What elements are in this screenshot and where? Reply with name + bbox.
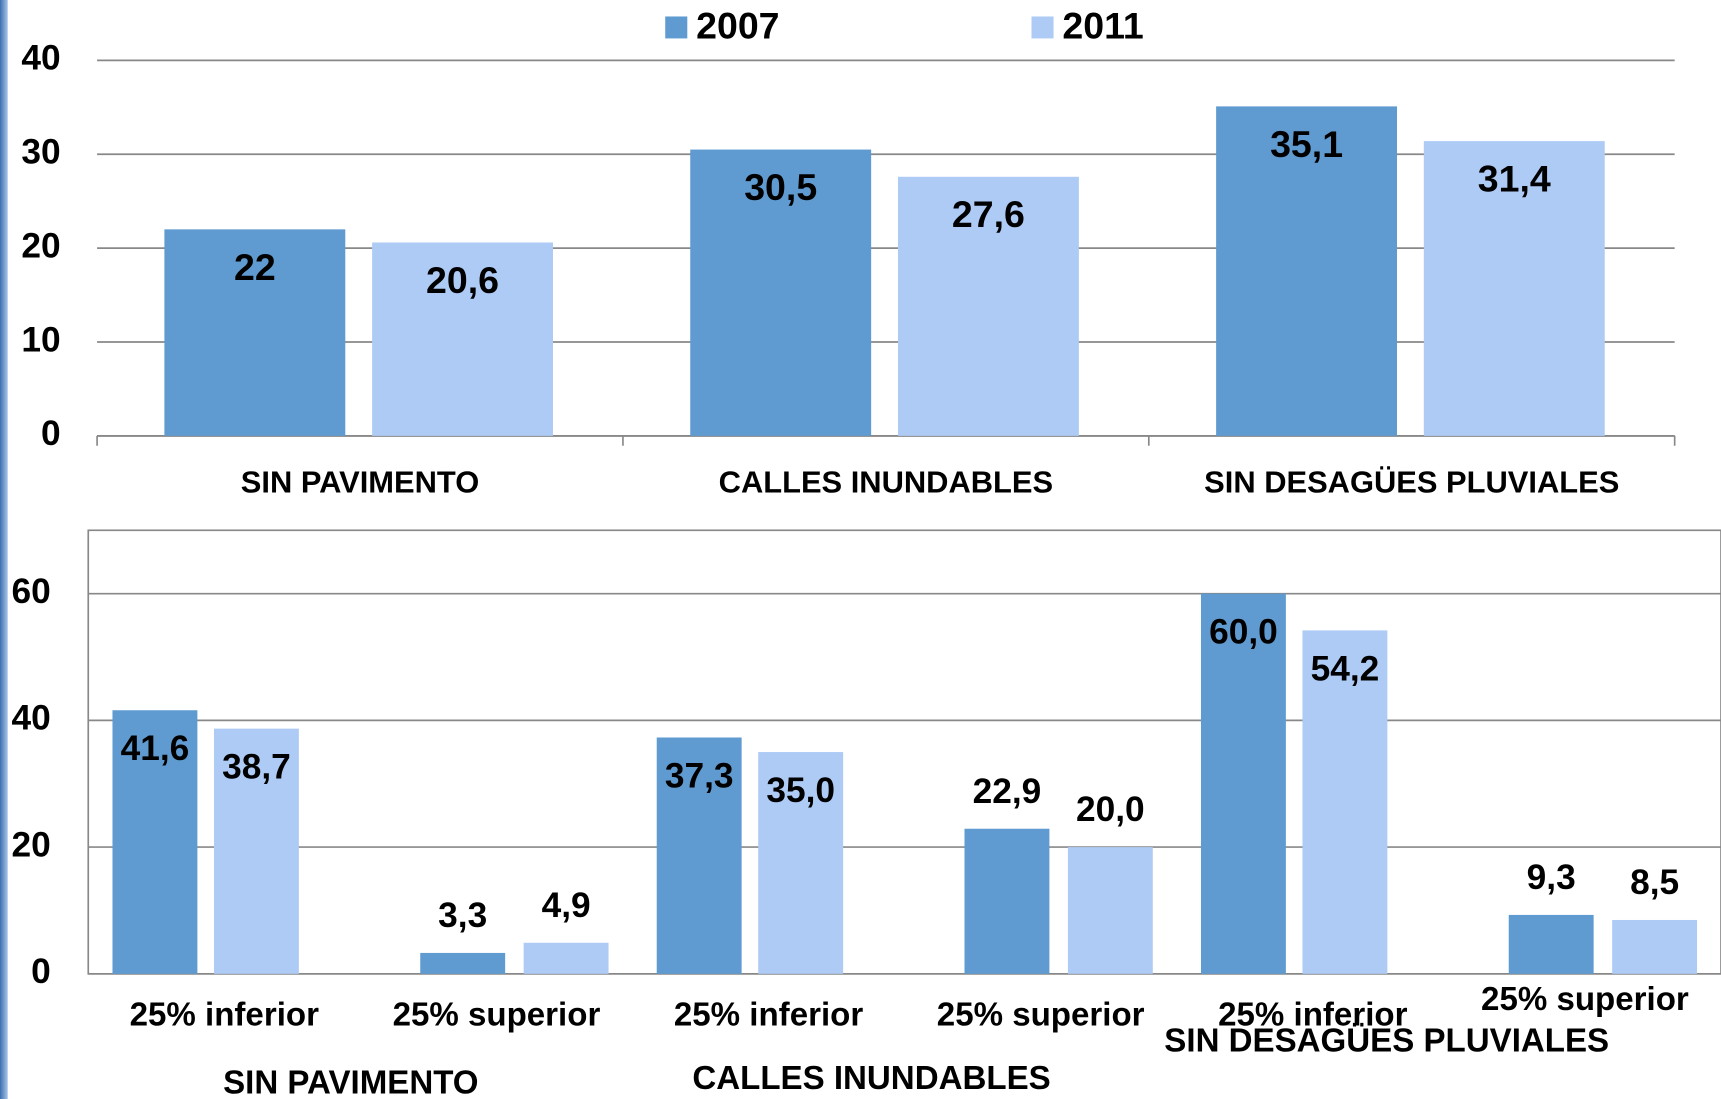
y-tick-label: 40 (21, 39, 60, 78)
value-label: 41,6 (121, 729, 190, 768)
x-tick-label: 25% inferior (130, 995, 320, 1032)
value-label: 22,9 (973, 772, 1042, 811)
y-tick-label: 30 (21, 133, 60, 172)
legend-label: 2011 (1062, 4, 1143, 46)
x-tick-label: CALLES INUNDABLES (719, 464, 1053, 499)
value-label: 8,5 (1630, 863, 1679, 902)
legend-swatch (665, 16, 688, 39)
x-tick-label: 25% inferior (674, 995, 864, 1032)
y-tick-label: 10 (21, 320, 60, 359)
value-label: 9,3 (1527, 858, 1576, 897)
value-label: 3,3 (438, 896, 487, 935)
plot-frame (87, 529, 1721, 975)
x-tick-label: 25% superior (393, 995, 601, 1032)
bar (1508, 914, 1594, 974)
bar (213, 728, 299, 974)
x-tick-label: 25% inferior (1218, 995, 1408, 1032)
y-tick-label: 20 (11, 825, 50, 864)
y-tick-label: 0 (31, 952, 51, 991)
bar (1302, 630, 1388, 974)
bar (1423, 141, 1605, 436)
y-tick-label: 20 (21, 226, 60, 265)
value-label: 38,7 (222, 748, 291, 787)
value-label: 60,0 (1209, 613, 1278, 652)
value-label: 31,4 (1478, 158, 1551, 200)
bar (964, 828, 1050, 974)
bar (1216, 106, 1398, 436)
value-label: 20,6 (426, 259, 499, 301)
x-tick-label: SIN PAVIMENTO (241, 464, 479, 499)
bar (897, 176, 1079, 436)
value-label: 35,1 (1270, 123, 1343, 165)
bar (523, 942, 609, 974)
value-label: 30,5 (744, 166, 817, 208)
bar (1612, 919, 1698, 974)
y-tick-label: 40 (11, 699, 50, 738)
bar (372, 242, 554, 436)
value-label: 54,2 (1311, 649, 1380, 688)
x-tick-label: 25% superior (937, 995, 1145, 1032)
y-tick-label: 60 (11, 572, 50, 611)
bar (420, 952, 506, 974)
bar (656, 737, 742, 974)
bar (164, 229, 346, 436)
bar (1200, 593, 1286, 974)
value-label: 22 (234, 246, 276, 288)
bar (112, 710, 198, 974)
bar (758, 752, 844, 974)
legend-swatch (1031, 16, 1054, 39)
value-label: 20,0 (1076, 790, 1145, 829)
group-label: SIN PAVIMENTO (223, 1063, 478, 1099)
group-label: CALLES INUNDABLES (692, 1059, 1050, 1096)
group-label: SIN DESAGÜES PLUVIALES (1164, 1022, 1609, 1059)
value-label: 27,6 (952, 193, 1025, 235)
bar (690, 149, 872, 436)
value-label: 37,3 (665, 756, 734, 795)
value-label: 35,0 (766, 771, 835, 810)
x-tick-label: SIN DESAGÜES PLUVIALES (1204, 464, 1619, 499)
y-tick-label: 0 (41, 414, 61, 453)
value-label: 4,9 (542, 886, 591, 925)
x-tick-label: 25% superior (1481, 980, 1689, 1017)
bar (1067, 847, 1153, 974)
legend-label: 2007 (696, 4, 779, 46)
side-strip (0, 0, 8, 1099)
